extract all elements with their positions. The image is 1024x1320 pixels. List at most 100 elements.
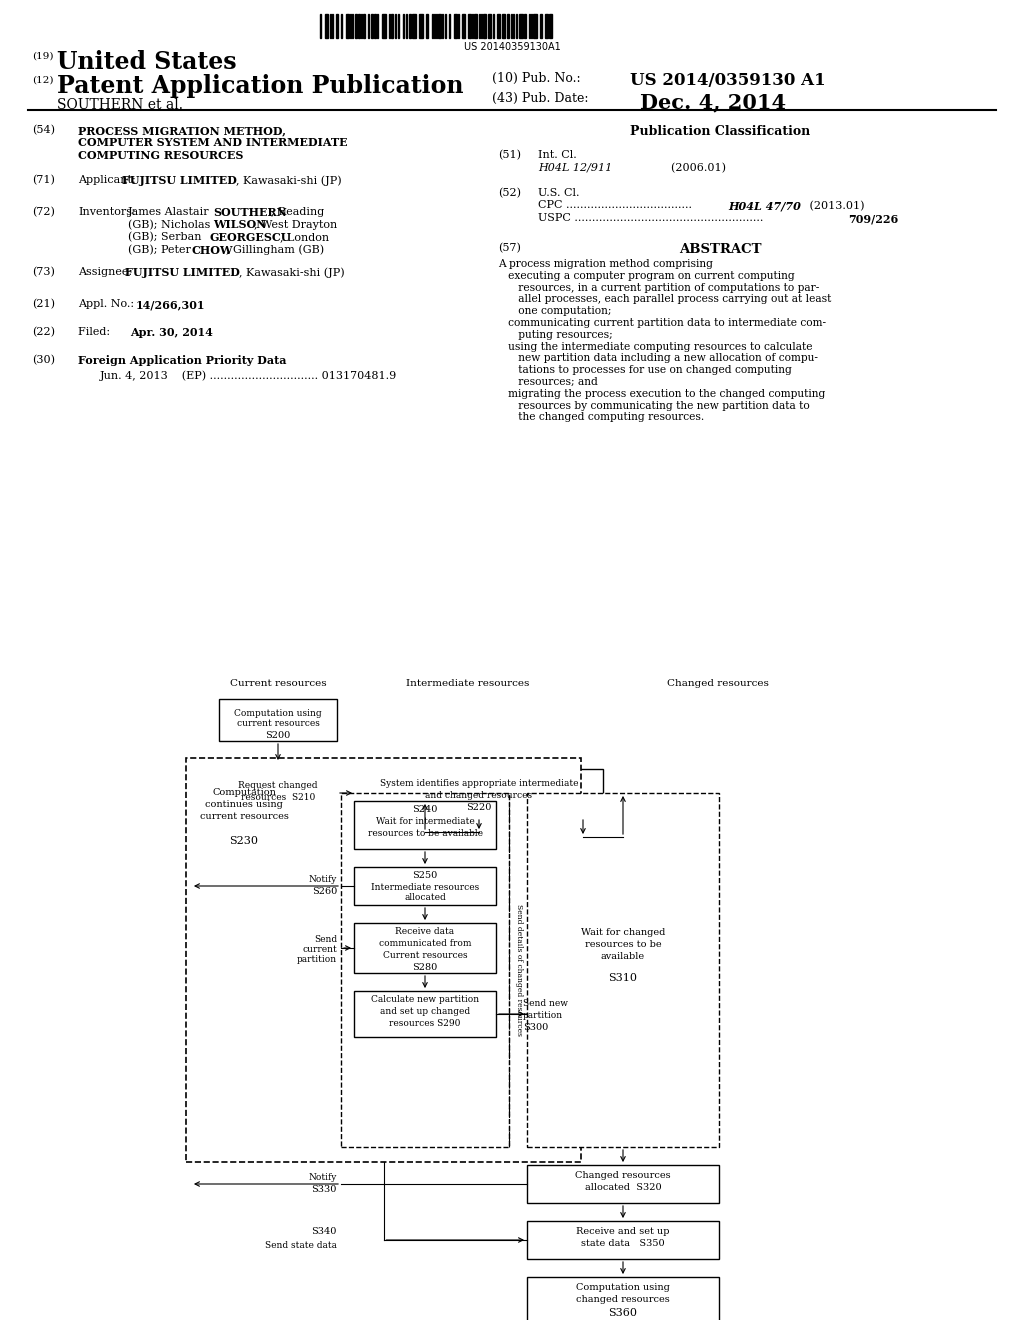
Bar <box>454 15 457 38</box>
Text: current: current <box>302 945 337 954</box>
Text: , Gillingham (GB): , Gillingham (GB) <box>226 244 325 255</box>
Text: Foreign Application Priority Data: Foreign Application Priority Data <box>78 355 287 366</box>
Text: S340: S340 <box>311 1228 337 1237</box>
Bar <box>462 15 465 38</box>
Bar <box>382 15 386 38</box>
Text: S360: S360 <box>608 1308 638 1317</box>
Text: (71): (71) <box>32 176 55 185</box>
Text: Changed resources: Changed resources <box>667 678 769 688</box>
Bar <box>355 15 357 38</box>
Text: Send new: Send new <box>523 999 568 1008</box>
Text: communicating current partition data to intermediate com-: communicating current partition data to … <box>498 318 826 327</box>
Text: current resources: current resources <box>237 719 319 729</box>
Bar <box>540 15 542 38</box>
Text: (GB); Nicholas: (GB); Nicholas <box>128 219 214 230</box>
Text: U.S. Cl.: U.S. Cl. <box>538 187 580 198</box>
Bar <box>354 991 496 1038</box>
Text: one computation;: one computation; <box>498 306 611 317</box>
Text: United States: United States <box>57 50 237 74</box>
Bar <box>519 15 523 38</box>
Text: S240: S240 <box>413 804 437 813</box>
Text: FUJITSU LIMITED: FUJITSU LIMITED <box>125 267 240 279</box>
Bar <box>474 15 477 38</box>
Bar <box>341 793 509 1147</box>
Text: S260: S260 <box>311 887 337 896</box>
Bar <box>219 774 337 813</box>
Bar <box>354 867 496 906</box>
Text: USPC ......................................................: USPC ...................................… <box>538 213 763 223</box>
Text: Int. Cl.: Int. Cl. <box>538 150 577 160</box>
Text: S200: S200 <box>265 730 291 739</box>
Text: allocated: allocated <box>404 892 445 902</box>
Text: ABSTRACT: ABSTRACT <box>679 243 761 256</box>
Text: resources  S210: resources S210 <box>241 793 315 803</box>
Text: Appl. No.:: Appl. No.: <box>78 300 137 309</box>
Bar <box>336 15 338 38</box>
Text: (10) Pub. No.:: (10) Pub. No.: <box>492 73 581 84</box>
Text: Notify: Notify <box>308 874 337 883</box>
Text: and changed resources: and changed resources <box>425 792 532 800</box>
Text: US 20140359130A1: US 20140359130A1 <box>464 42 560 51</box>
Text: Intermediate resources: Intermediate resources <box>407 678 529 688</box>
Text: Intermediate resources: Intermediate resources <box>371 883 479 891</box>
Text: Inventors:: Inventors: <box>78 207 136 216</box>
Text: state data   S350: state data S350 <box>582 1238 665 1247</box>
Text: resources to be available: resources to be available <box>368 829 482 837</box>
Bar <box>358 15 360 38</box>
Text: Computation using: Computation using <box>577 1283 670 1291</box>
Text: S330: S330 <box>311 1184 337 1193</box>
Bar <box>362 15 365 38</box>
Text: Patent Application Publication: Patent Application Publication <box>57 74 464 98</box>
Text: Computation using: Computation using <box>234 709 322 718</box>
Bar <box>391 15 393 38</box>
Bar <box>468 15 471 38</box>
Text: available: available <box>601 952 645 961</box>
Text: (52): (52) <box>498 187 521 198</box>
Bar <box>527 1166 719 1203</box>
Text: (19): (19) <box>32 51 53 61</box>
Text: Applicant:: Applicant: <box>78 176 139 185</box>
Text: FUJITSU LIMITED: FUJITSU LIMITED <box>122 176 237 186</box>
Bar <box>186 758 581 1162</box>
Text: Send: Send <box>314 936 337 945</box>
Bar <box>549 15 552 38</box>
Text: US 2014/0359130 A1: US 2014/0359130 A1 <box>630 73 825 88</box>
Text: Filed:: Filed: <box>78 327 134 337</box>
Text: migrating the process execution to the changed computing: migrating the process execution to the c… <box>498 389 825 399</box>
Text: (2013.01): (2013.01) <box>806 201 864 211</box>
Text: 14/266,301: 14/266,301 <box>136 300 206 310</box>
Text: (22): (22) <box>32 327 55 338</box>
Text: Receive and set up: Receive and set up <box>577 1226 670 1236</box>
Bar <box>354 923 496 973</box>
Text: resources; and: resources; and <box>498 378 598 387</box>
Bar <box>524 15 526 38</box>
Text: new partition data including a new allocation of compu-: new partition data including a new alloc… <box>498 354 818 363</box>
Text: (12): (12) <box>32 77 53 84</box>
Bar <box>438 15 441 38</box>
Text: S280: S280 <box>413 962 437 972</box>
Text: partition: partition <box>297 956 337 965</box>
Bar <box>426 15 428 38</box>
Text: Wait for changed: Wait for changed <box>581 928 666 937</box>
Text: allel processes, each parallel process carrying out at least: allel processes, each parallel process c… <box>498 294 831 305</box>
Text: GEORGESCU: GEORGESCU <box>210 232 292 243</box>
Text: changed resources: changed resources <box>577 1295 670 1304</box>
Bar <box>409 15 411 38</box>
Text: (GB); Serban: (GB); Serban <box>128 232 205 243</box>
Text: (73): (73) <box>32 267 55 277</box>
Bar <box>371 15 373 38</box>
Text: CPC ....................................: CPC .................................... <box>538 201 692 210</box>
Text: (GB); Peter: (GB); Peter <box>128 244 195 255</box>
Text: SOUTHERN et al.: SOUTHERN et al. <box>57 98 183 112</box>
Text: Publication Classification: Publication Classification <box>630 125 810 139</box>
Text: puting resources;: puting resources; <box>498 330 612 339</box>
Bar <box>507 15 509 38</box>
Bar <box>219 700 337 741</box>
Text: using the intermediate computing resources to calculate: using the intermediate computing resourc… <box>498 342 812 351</box>
Text: Dec. 4, 2014: Dec. 4, 2014 <box>640 92 786 112</box>
Text: (21): (21) <box>32 300 55 309</box>
Text: the changed computing resources.: the changed computing resources. <box>498 412 705 422</box>
Text: , Kawasaki-shi (JP): , Kawasaki-shi (JP) <box>239 267 345 277</box>
Text: System identifies appropriate intermediate: System identifies appropriate intermedia… <box>380 780 579 788</box>
Text: Current resources: Current resources <box>229 678 327 688</box>
